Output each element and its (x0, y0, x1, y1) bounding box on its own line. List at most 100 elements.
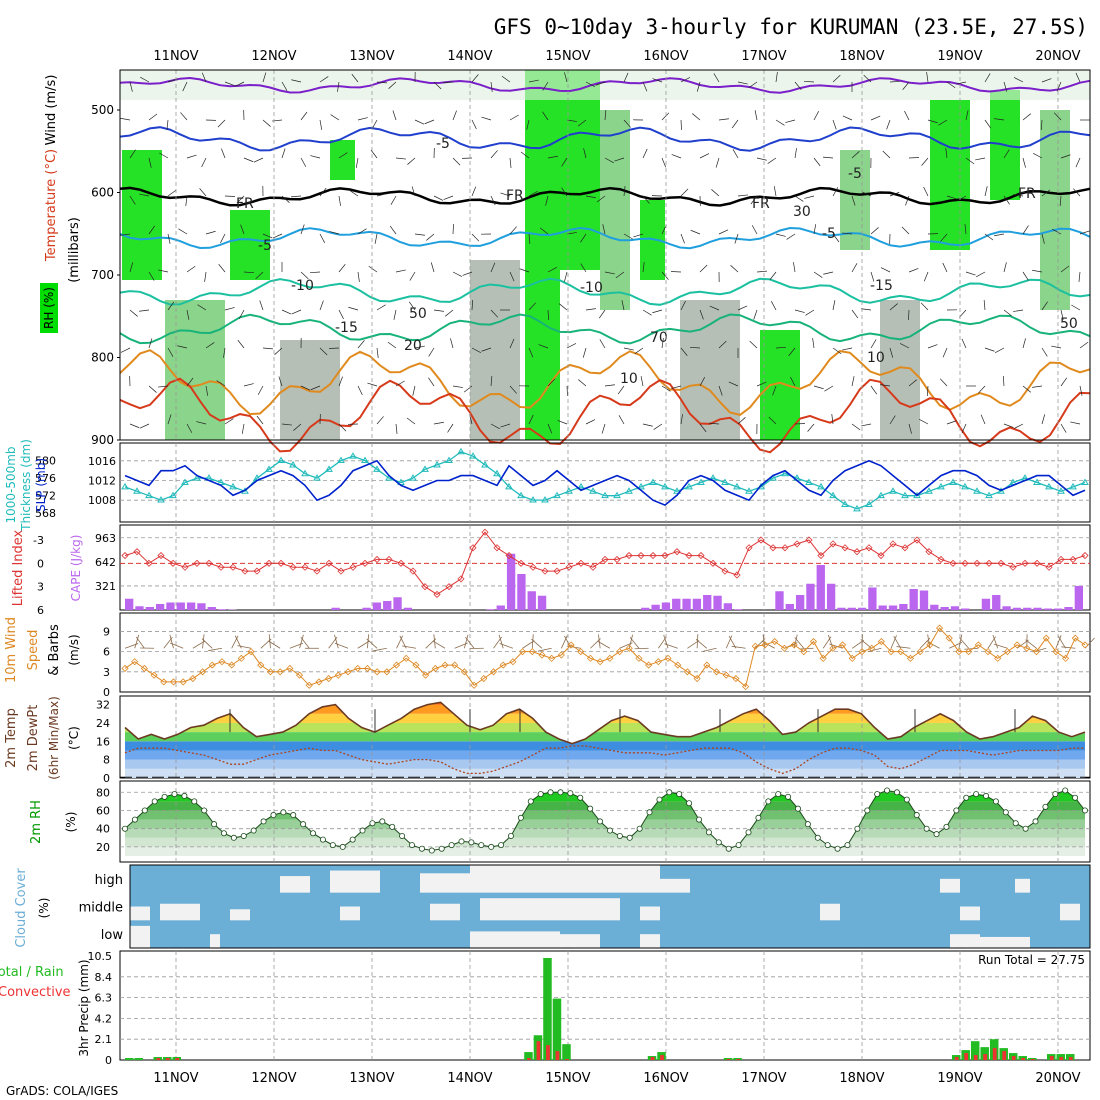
lifted-marker (829, 540, 837, 548)
cape-tick-label: 642 (95, 556, 116, 569)
wind-barb (414, 345, 425, 349)
wind-barb (904, 110, 910, 121)
wind-marker (955, 648, 963, 656)
wind-barb (148, 338, 153, 349)
wind-marker (160, 678, 168, 686)
wind-barb (992, 634, 999, 649)
wind-barb (880, 384, 891, 387)
lifted-tick-label: -3 (33, 534, 44, 547)
wind-barb (178, 228, 188, 235)
rh-axis-label: 2m RH (29, 800, 44, 844)
rh-marker (319, 836, 326, 843)
wind-barb (642, 423, 653, 427)
wind-barb (785, 119, 796, 123)
wind-barb (170, 642, 184, 649)
cape-bar (1012, 607, 1022, 610)
contour-annotation: 20 (404, 338, 422, 354)
wind-barb (1022, 385, 1031, 393)
wind-barb (1058, 636, 1066, 649)
rh-shading (1040, 110, 1070, 310)
thickness-marker (733, 482, 741, 490)
wind-barb (851, 151, 860, 159)
cape-bar (383, 601, 392, 610)
wind-barb (120, 117, 131, 121)
wind-barb (281, 309, 292, 315)
rh-marker (230, 834, 237, 841)
wind-barb (699, 309, 704, 320)
rh-marker (1042, 803, 1049, 810)
rh-marker (498, 842, 505, 849)
cloud-level-label: middle (79, 901, 123, 916)
wind-barb (598, 309, 606, 319)
wind-barb (585, 81, 595, 88)
panel-frame (119, 524, 1091, 611)
wind-barb (661, 112, 670, 121)
thickness-marker (985, 491, 993, 499)
wind-barb (899, 343, 910, 349)
lifted-tick-label: 3 (37, 581, 44, 594)
wind-barb (224, 81, 235, 86)
wind-barb (442, 81, 454, 83)
cloud-block (1015, 878, 1030, 893)
rh-marker (963, 794, 970, 801)
wind-barb (889, 347, 894, 358)
wind-barb (243, 271, 255, 274)
temp-band (125, 704, 1085, 714)
wind-barb (526, 119, 530, 130)
precip-total-bar (980, 1047, 989, 1060)
wind-barb (376, 193, 387, 197)
wind-barb (831, 414, 834, 425)
wind-barb (725, 635, 733, 649)
wind-barb (823, 271, 834, 275)
rh-marker (933, 831, 940, 838)
contour-annotation: -10 (580, 280, 603, 296)
cloud-block (640, 906, 660, 921)
wind-barb (509, 271, 515, 282)
wind-barb (205, 385, 209, 396)
lifted-marker (169, 559, 177, 567)
wind-marker (344, 668, 352, 676)
wind-barb (926, 72, 929, 83)
lifted-marker (709, 559, 717, 567)
lifted-marker (157, 551, 165, 560)
temp-axis-label: 2m DewPt (26, 705, 41, 772)
wind-marker (751, 642, 759, 650)
wind-marker (373, 668, 381, 676)
thickness-marker (193, 474, 201, 481)
wind-barb (696, 81, 701, 92)
wind-barb (291, 79, 302, 83)
rh-marker (547, 789, 554, 796)
lifted-marker (961, 559, 969, 567)
wind-barb (803, 80, 815, 83)
wind-barb (617, 385, 625, 395)
rh-shading (930, 100, 970, 250)
lifted-marker (301, 563, 309, 571)
rh-marker (122, 825, 129, 832)
rh-shading (760, 330, 800, 440)
wind-barb (148, 385, 157, 393)
rh-marker (389, 823, 396, 830)
lifted-marker (409, 567, 417, 575)
lifted-marker (625, 551, 633, 560)
wind-marker (974, 641, 982, 649)
wind-barb (370, 149, 378, 159)
precip-convective-bar (546, 1045, 550, 1060)
lifted-marker (493, 544, 501, 552)
thickness-marker (373, 465, 381, 472)
wind-barb (1073, 188, 1081, 197)
wind-barb (216, 380, 226, 387)
wind-barb (481, 347, 492, 352)
thickness-marker (853, 504, 861, 512)
thickness-marker (937, 482, 945, 490)
wind-barb (310, 155, 321, 159)
wind-marker (266, 668, 275, 676)
wind-barb (615, 271, 625, 279)
wind-barb (642, 195, 650, 204)
wind-barb (734, 233, 739, 244)
wind-marker (1071, 634, 1079, 642)
rh-marker (448, 842, 455, 849)
wind-barb (794, 148, 797, 159)
wind-barb (965, 271, 976, 276)
wind-marker (489, 668, 498, 676)
wind-marker (538, 651, 546, 659)
